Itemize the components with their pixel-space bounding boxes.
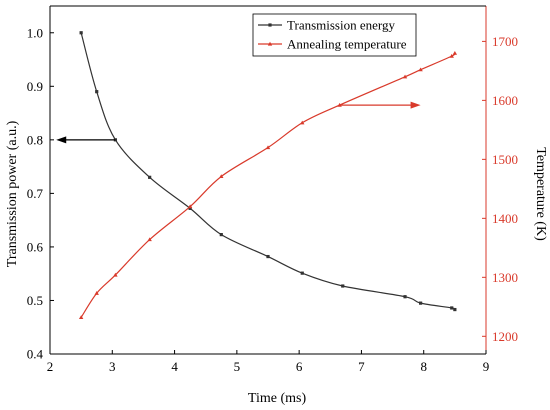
data-point <box>300 271 304 275</box>
series-annealing-temperature <box>78 50 458 320</box>
legend-item: Transmission energy <box>258 18 395 33</box>
data-point <box>403 295 407 299</box>
x-tick-label: 4 <box>171 359 178 374</box>
x-axis-title: Time (ms) <box>248 391 307 406</box>
legend-marker <box>267 41 273 46</box>
y-left-tick-label: 0.8 <box>27 132 43 147</box>
y-left-tick-label: 0.5 <box>27 293 43 308</box>
x-tick-label: 9 <box>483 359 490 374</box>
data-point <box>452 50 458 55</box>
y-left-tick-label: 0.9 <box>27 79 43 94</box>
data-point <box>449 53 454 58</box>
data-point <box>187 204 193 209</box>
series-line <box>80 52 456 318</box>
x-tick-label: 8 <box>420 359 427 374</box>
data-point <box>113 272 118 277</box>
y-left-tick-label: 0.7 <box>27 186 44 201</box>
legend-box <box>252 13 417 57</box>
legend-label: Annealing temperature <box>287 37 407 52</box>
data-point <box>94 291 99 295</box>
y-left-axis-title: Transmission power (a.u.) <box>5 120 20 267</box>
data-point <box>95 90 99 94</box>
data-point <box>453 307 457 312</box>
x-tick-label: 3 <box>109 359 116 374</box>
annotation-layer <box>56 101 421 144</box>
y-right-tick-label: 1500 <box>492 152 518 167</box>
arrow-to-left-axis <box>56 136 116 144</box>
data-point <box>266 254 270 259</box>
axis-ticks: 2 3 4 5 6 7 8 9 0.4 0.5 0.6 0.7 0.8 0.9 1.0 1200 1300 140… <box>27 25 518 374</box>
y-right-tick-label: 1700 <box>492 34 518 49</box>
data-point <box>148 175 152 179</box>
y-right-tick-label: 1600 <box>492 93 518 108</box>
y-left-tick-label: 0.6 <box>27 239 44 254</box>
data-point <box>341 284 345 288</box>
data-point <box>402 74 408 79</box>
data-point <box>219 233 223 237</box>
legend-item: Annealing temperature <box>258 37 407 52</box>
y-left-tick-label: 0.4 <box>27 347 44 362</box>
y-right-tick-label: 1400 <box>492 211 518 226</box>
y-right-axis-title: Temperature (K) <box>533 147 548 241</box>
data-point <box>300 120 305 125</box>
arrow-head <box>410 101 421 109</box>
data-point <box>450 306 454 310</box>
data-point <box>265 145 271 150</box>
x-tick-label: 7 <box>358 359 365 374</box>
data-point <box>79 31 83 35</box>
y-right-tick-label: 1300 <box>492 270 518 285</box>
legend-label: Transmission energy <box>287 18 395 33</box>
series-layer <box>78 31 458 320</box>
data-point <box>147 237 152 242</box>
data-point <box>188 206 192 210</box>
arrow-head <box>56 136 67 144</box>
series-transmission-energy <box>79 31 457 312</box>
data-point <box>219 174 224 179</box>
y-left-tick-label: 1.0 <box>27 25 43 40</box>
chart-axes <box>49 5 487 355</box>
legend: Transmission energy Annealing temperature <box>252 13 417 57</box>
x-tick-label: 6 <box>296 359 303 374</box>
x-tick-label: 5 <box>234 359 241 374</box>
arrow-to-right-axis <box>339 101 421 109</box>
data-point <box>78 315 84 320</box>
y-right-tick-label: 1200 <box>492 329 518 344</box>
series-line <box>80 32 456 311</box>
data-point <box>418 67 423 72</box>
x-tick-label: 2 <box>47 359 54 374</box>
legend-marker <box>268 23 272 27</box>
data-point <box>419 301 423 305</box>
